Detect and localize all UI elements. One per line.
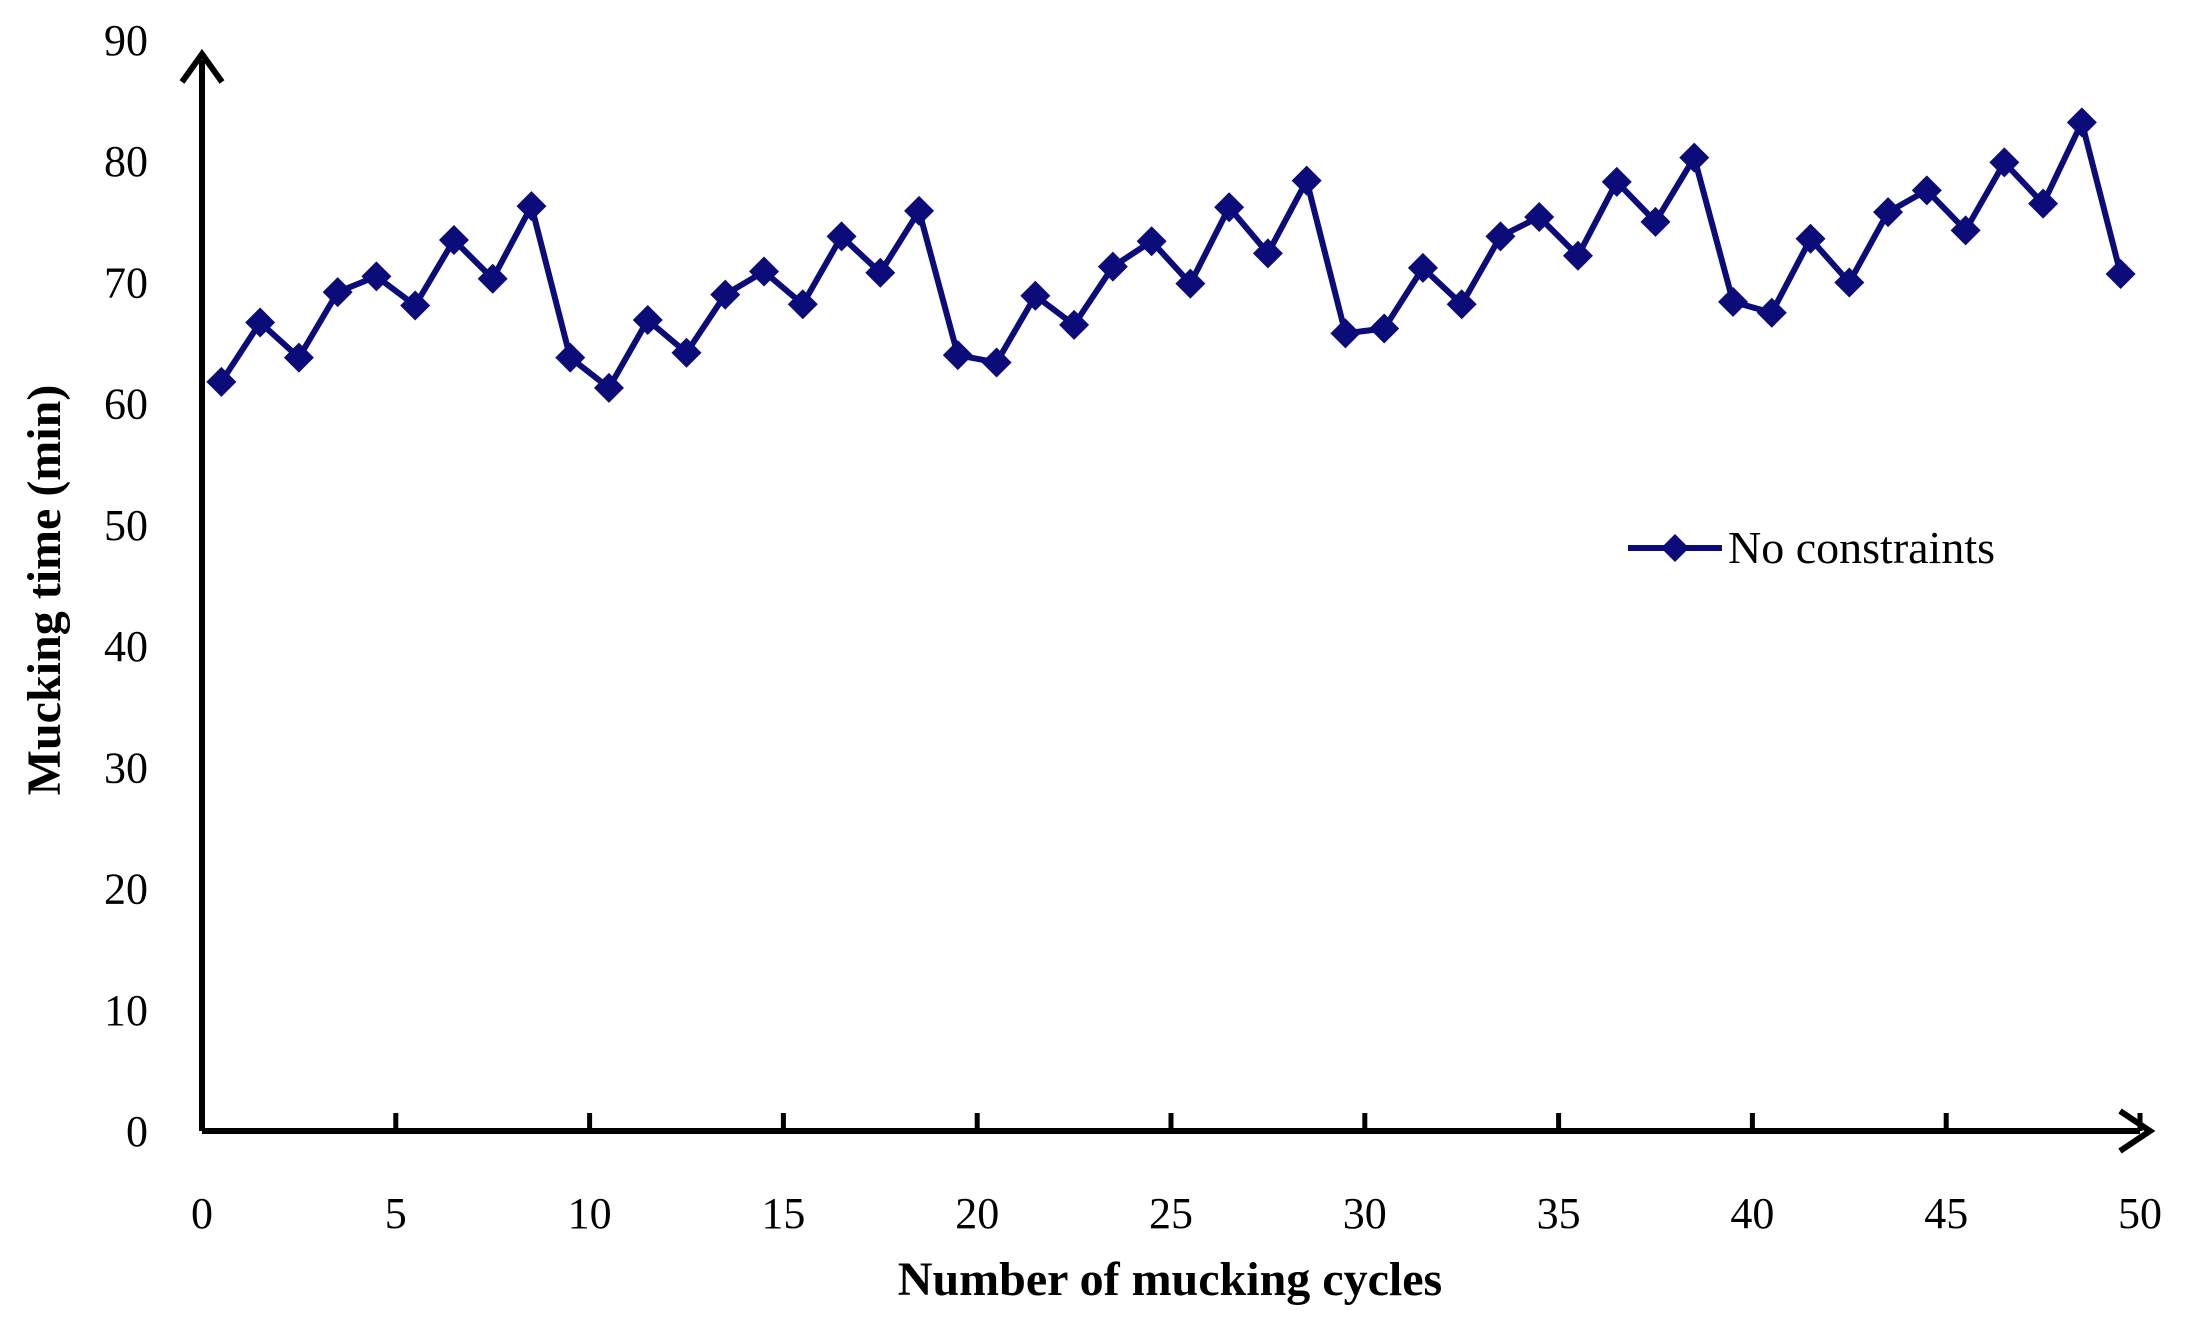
data-point [942, 340, 973, 371]
x-tick-label: 40 [1730, 1189, 1774, 1238]
data-point [1989, 147, 2020, 178]
data-point [1756, 297, 1787, 328]
data-point [2028, 188, 2059, 219]
series-line [218, 119, 2124, 391]
data-point [1950, 215, 1981, 246]
data-point [904, 195, 935, 226]
data-point [1795, 223, 1826, 254]
y-tick-label: 90 [104, 16, 148, 65]
data-point [1679, 142, 1710, 173]
y-axis-arrow [179, 48, 225, 84]
data-point [1718, 286, 1749, 317]
x-axis-arrow [2118, 1108, 2156, 1154]
data-point [593, 372, 624, 403]
x-tick-label: 10 [568, 1189, 612, 1238]
y-tick-label: 40 [104, 622, 148, 671]
data-point [1601, 166, 1632, 197]
data-point [981, 347, 1012, 378]
data-point [1834, 267, 1865, 298]
data-point [1175, 268, 1206, 299]
data-point [1873, 197, 1904, 228]
x-tick-label: 30 [1343, 1189, 1387, 1238]
data-point [2066, 107, 2097, 138]
y-tick-label: 80 [104, 137, 148, 186]
data-point [2105, 258, 2136, 289]
data-point [1020, 280, 1051, 311]
data-point [245, 307, 276, 338]
data-point [787, 289, 818, 320]
data-point [322, 277, 353, 308]
x-tick-label: 25 [1149, 1189, 1193, 1238]
data-point [1446, 289, 1477, 320]
data-point [1214, 192, 1245, 223]
legend-swatch-marker [1661, 534, 1689, 562]
x-tick-label: 20 [955, 1189, 999, 1238]
data-point [671, 337, 702, 368]
y-tick-label: 0 [126, 1107, 148, 1156]
y-tick-label: 70 [104, 258, 148, 307]
y-tick-label: 30 [104, 743, 148, 792]
data-point [1640, 206, 1671, 237]
data-point [438, 225, 469, 256]
x-tick-label: 0 [191, 1189, 213, 1238]
data-point [1524, 201, 1555, 232]
x-tick-label: 50 [2118, 1189, 2162, 1238]
legend: No constraints [1628, 522, 1995, 573]
data-point [283, 342, 314, 373]
data-point [632, 305, 663, 336]
y-tick-label: 20 [104, 865, 148, 914]
data-point [206, 366, 237, 397]
data-point [400, 290, 431, 321]
data-point [1059, 309, 1090, 340]
y-ticks: 0 10 20 30 40 50 60 70 80 90 [104, 16, 148, 1156]
x-ticks: 0 5 10 15 20 25 30 35 40 45 50 [191, 1113, 2162, 1238]
data-point [1562, 240, 1593, 271]
x-tick-label: 15 [761, 1189, 805, 1238]
data-point [516, 191, 547, 222]
data-point [826, 221, 857, 252]
x-axis-title: Number of mucking cycles [898, 1253, 1442, 1306]
data-point [361, 261, 392, 292]
series-group [206, 107, 2136, 403]
y-tick-label: 50 [104, 501, 148, 550]
axes [179, 48, 2156, 1154]
data-point [749, 256, 780, 287]
data-point [1911, 175, 1942, 206]
data-point [1291, 165, 1322, 196]
data-point [1407, 252, 1438, 283]
x-tick-label: 45 [1924, 1189, 1968, 1238]
data-point [710, 279, 741, 310]
data-point [1136, 226, 1167, 257]
data-point [1097, 251, 1128, 282]
data-point [1252, 238, 1283, 269]
legend-label: No constraints [1728, 522, 1995, 573]
data-point [477, 263, 508, 294]
y-tick-label: 60 [104, 380, 148, 429]
y-axis-title: Mucking time (min) [18, 385, 71, 796]
y-tick-label: 10 [104, 986, 148, 1035]
data-point [555, 342, 586, 373]
x-tick-label: 35 [1537, 1189, 1581, 1238]
x-tick-label: 5 [385, 1189, 407, 1238]
data-point [865, 257, 896, 288]
data-point [1485, 221, 1516, 252]
data-point [1330, 318, 1361, 349]
data-point [1369, 313, 1400, 344]
